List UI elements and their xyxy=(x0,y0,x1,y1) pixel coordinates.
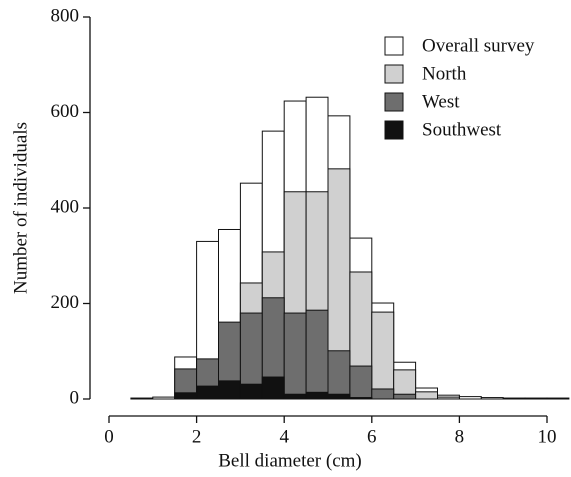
bar xyxy=(305,309,329,400)
bar xyxy=(480,397,504,400)
bar xyxy=(152,396,176,400)
bar xyxy=(218,380,241,400)
legend-swatch xyxy=(384,120,404,140)
y-tick-label: 800 xyxy=(51,5,80,26)
bar xyxy=(261,376,285,400)
bar xyxy=(283,393,307,400)
bar xyxy=(524,397,548,400)
bar xyxy=(349,365,373,400)
y-tick-label: 0 xyxy=(70,387,80,408)
legend-label: Overall survey xyxy=(422,35,535,56)
bar xyxy=(327,350,351,400)
y-tick-label: 400 xyxy=(51,196,80,217)
legend-swatch xyxy=(384,92,404,112)
bar xyxy=(393,393,417,400)
bar xyxy=(371,388,395,400)
legend-swatch xyxy=(384,36,404,56)
y-tick-label: 600 xyxy=(51,101,80,122)
x-tick-label: 10 xyxy=(538,426,557,447)
x-tick-label: 2 xyxy=(192,426,202,447)
bar xyxy=(437,396,460,400)
legend-swatch xyxy=(384,64,404,84)
bar xyxy=(239,383,263,400)
bar xyxy=(174,392,198,400)
bar xyxy=(546,397,570,400)
x-axis-label: Bell diameter (cm) xyxy=(218,450,362,471)
bar xyxy=(196,385,220,400)
bar xyxy=(502,397,526,400)
legend-label: North xyxy=(422,63,467,84)
bar xyxy=(371,311,395,400)
bar xyxy=(327,393,351,400)
legend-label: West xyxy=(422,91,460,112)
y-axis-label: Number of individuals xyxy=(10,122,31,294)
bar xyxy=(415,391,439,400)
x-tick-label: 6 xyxy=(367,426,377,447)
x-tick-label: 0 xyxy=(104,426,114,447)
bar xyxy=(458,396,482,400)
x-tick-label: 4 xyxy=(279,426,289,447)
bar xyxy=(283,312,307,400)
y-tick-label: 200 xyxy=(51,292,80,313)
legend-label: Southwest xyxy=(422,119,502,140)
bar xyxy=(349,397,373,400)
bar xyxy=(130,397,154,400)
bar xyxy=(305,391,329,400)
x-tick-label: 8 xyxy=(455,426,465,447)
